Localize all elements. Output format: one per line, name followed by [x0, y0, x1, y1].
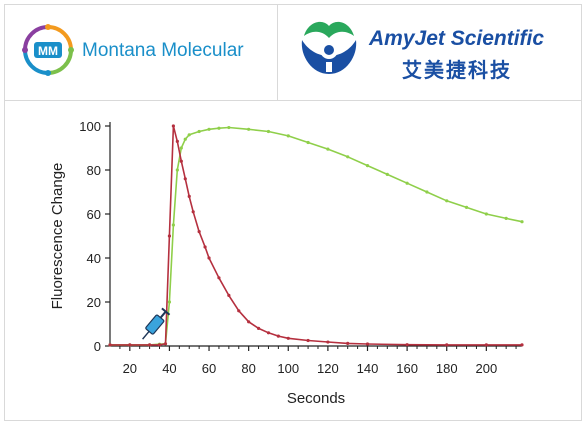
series-2-point	[227, 293, 231, 297]
series-2-line	[110, 125, 522, 346]
x-axis-title: Seconds	[287, 390, 345, 407]
series-1-point	[365, 164, 370, 168]
x-tick-label: 100	[277, 361, 299, 376]
series-2-point	[207, 256, 211, 260]
syringe-needle	[142, 331, 150, 340]
figure-frame	[4, 4, 582, 421]
series-2-point	[171, 124, 175, 128]
series-1-point	[207, 127, 211, 131]
series-2-point	[445, 343, 449, 347]
series-1-point	[179, 146, 183, 150]
series-1-point	[187, 133, 191, 137]
series-1-point	[504, 216, 508, 220]
header-divider	[4, 100, 582, 101]
series-1-point	[175, 168, 179, 172]
series-2-point	[128, 343, 132, 347]
series-1-point	[326, 147, 330, 151]
series-1-point	[227, 125, 231, 130]
chart-axes: 0 20 40 60 80 100 20 40 60 80 100 120 140 160 180 200	[79, 119, 522, 376]
chart-series	[108, 124, 524, 347]
series-1-point	[217, 126, 221, 130]
series-2-point	[306, 338, 310, 343]
series-2-point	[108, 343, 112, 347]
series-1-point	[266, 129, 271, 134]
series-1-point	[445, 199, 449, 203]
y-tick-label: 80	[87, 163, 101, 178]
series-2-point	[346, 341, 350, 345]
series-2-point	[286, 336, 290, 340]
series-1-point	[247, 127, 251, 131]
x-tick-label: 200	[475, 361, 497, 376]
series-2-point	[191, 210, 195, 214]
series-1-point	[306, 140, 310, 145]
x-tick-label: 120	[317, 361, 339, 376]
series-2-point	[163, 342, 168, 346]
series-1-point	[484, 212, 488, 216]
y-axis-title: Fluorescence Change	[49, 163, 66, 310]
series-2-point	[157, 343, 162, 347]
series-1-point	[197, 129, 201, 134]
series-2-point	[148, 343, 152, 347]
series-1-point	[167, 300, 172, 304]
series-2-point	[247, 320, 251, 324]
x-tick-label: 140	[357, 361, 379, 376]
series-1-point	[346, 155, 350, 159]
series-2-point	[187, 194, 191, 198]
series-1-point	[520, 220, 524, 224]
series-2-point	[217, 276, 221, 280]
amyjet-brand-chinese: 艾美捷科技	[402, 58, 512, 82]
syringe-handle	[161, 307, 171, 316]
series-2-point	[276, 334, 280, 338]
x-tick-label: 60	[202, 361, 216, 376]
series-2-point	[237, 309, 241, 313]
series-2-point	[266, 331, 271, 335]
y-tick-label: 40	[87, 251, 101, 266]
mm-monogram: MM	[38, 44, 58, 58]
series-2-point	[167, 234, 172, 238]
series-1-point	[425, 190, 429, 194]
x-tick-label: 20	[123, 361, 137, 376]
y-tick-label: 0	[94, 339, 101, 354]
series-2-point	[520, 343, 524, 347]
series-2-point	[484, 343, 488, 347]
series-2-point	[326, 340, 330, 344]
series-1-point	[385, 172, 389, 176]
series-2-point	[365, 342, 370, 346]
series-1-point	[286, 134, 290, 138]
series-2-point	[203, 245, 207, 249]
series-1-point	[405, 181, 409, 185]
x-tick-label: 40	[162, 361, 176, 376]
series-2-point	[175, 139, 179, 143]
amyjet-logo-icon	[301, 21, 357, 74]
x-tick-label: 180	[436, 361, 458, 376]
series-2-point	[256, 326, 261, 330]
logo-divider	[277, 4, 278, 100]
series-2-point	[183, 177, 187, 181]
syringe-icon	[142, 307, 171, 340]
x-tick-label: 80	[241, 361, 255, 376]
series-1-point	[464, 205, 469, 209]
y-tick-label: 100	[79, 119, 101, 134]
chart-annotations	[142, 307, 171, 340]
series-2-point	[179, 159, 183, 163]
series-2-point	[197, 230, 201, 234]
montana-molecular-logo-icon: MM	[22, 24, 74, 76]
x-tick-label: 160	[396, 361, 418, 376]
series-1-point	[171, 223, 175, 227]
y-tick-label: 20	[87, 295, 101, 310]
series-1-line	[110, 126, 523, 346]
amyjet-brand: AmyJet Scientific	[369, 27, 545, 50]
montana-molecular-brand: Montana Molecular	[82, 40, 244, 61]
series-1-point	[183, 137, 187, 141]
series-2-point	[405, 343, 409, 347]
y-tick-label: 60	[87, 207, 101, 222]
syringe-plunger	[159, 310, 167, 319]
